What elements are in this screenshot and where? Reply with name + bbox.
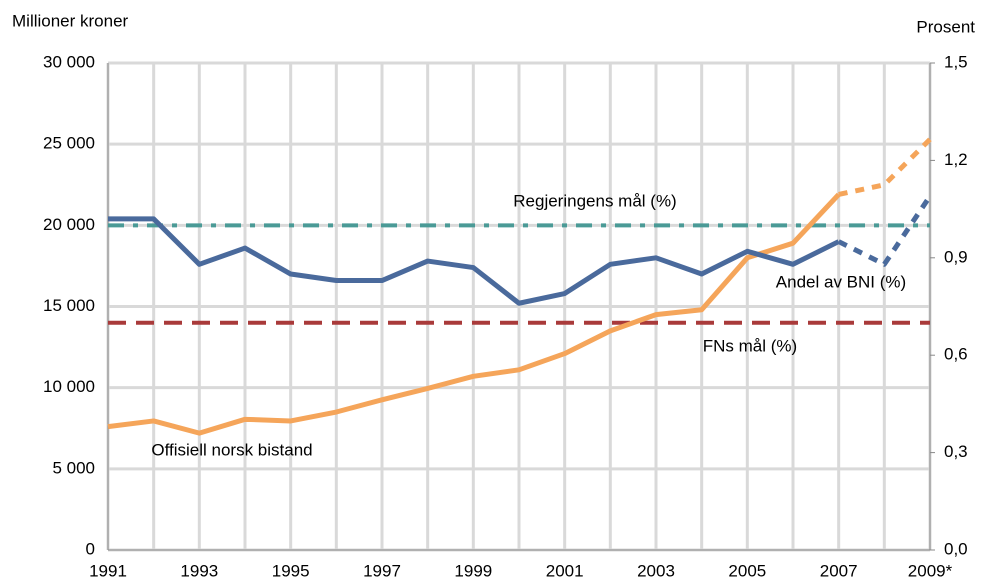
x-tick-label: 1993 xyxy=(180,561,218,580)
reference-label: Regjeringens mål (%) xyxy=(513,191,676,210)
y2-axis-title: Prosent xyxy=(916,17,975,36)
y-tick-label: 5 000 xyxy=(52,458,95,477)
x-tick-label: 2005 xyxy=(728,561,766,580)
x-tick-label: 2003 xyxy=(637,561,675,580)
y-tick-label: 0 xyxy=(86,539,95,558)
series-line xyxy=(107,192,841,436)
series-line-projected xyxy=(837,194,933,267)
x-tick-label: 2007 xyxy=(820,561,858,580)
y2-tick-label: 0,0 xyxy=(944,539,968,558)
x-tick-label: 1991 xyxy=(89,561,127,580)
series-line xyxy=(108,216,840,306)
series-label: Andel av BNI (%) xyxy=(776,272,906,291)
y2-tick-label: 1,5 xyxy=(944,52,968,71)
x-tick-label: 1999 xyxy=(454,561,492,580)
x-tick-label: 1997 xyxy=(363,561,401,580)
series-label: Offisiell norsk bistand xyxy=(151,440,312,459)
series-line-projected xyxy=(838,137,932,197)
y-tick-label: 10 000 xyxy=(43,377,95,396)
x-tick-label: 1995 xyxy=(272,561,310,580)
y2-tick-label: 0,6 xyxy=(944,345,968,364)
x-tick-label: 2001 xyxy=(546,561,584,580)
y-tick-label: 15 000 xyxy=(43,296,95,315)
y2-tick-label: 1,2 xyxy=(944,150,968,169)
y-tick-label: 20 000 xyxy=(43,215,95,234)
x-tick-label: 2009* xyxy=(908,561,953,580)
y2-tick-label: 0,3 xyxy=(944,442,968,461)
reference-label: FNs mål (%) xyxy=(703,336,797,355)
y2-tick-label: 0,9 xyxy=(944,247,968,266)
y-axis-title: Millioner kroner xyxy=(12,11,129,30)
y-tick-label: 30 000 xyxy=(43,52,95,71)
y-tick-label: 25 000 xyxy=(43,134,95,153)
